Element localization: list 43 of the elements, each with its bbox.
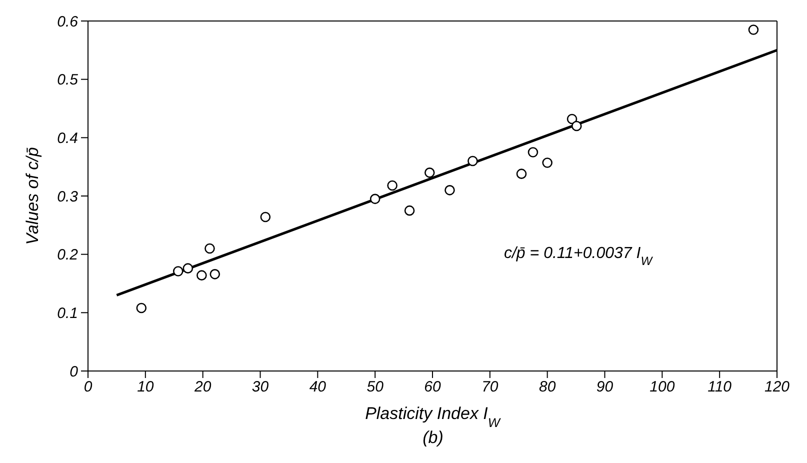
y-tick-label: 0.2 [57, 246, 79, 264]
y-tick-label: 0.1 [57, 304, 78, 322]
y-tick-label: 0.5 [57, 72, 79, 89]
y-tick-label: 0.6 [57, 13, 79, 30]
point [571, 120, 582, 132]
point [404, 205, 415, 216]
y-tick-label: 0.4 [57, 130, 78, 147]
y-tick-label: 0.3 [57, 188, 79, 206]
point [444, 185, 455, 196]
x-tick-label: 120 [764, 378, 790, 396]
point [542, 158, 552, 168]
x-tick-label: 90 [596, 378, 614, 396]
point [468, 156, 478, 166]
x-tick-label: 30 [252, 378, 270, 396]
point [370, 194, 380, 204]
point [136, 302, 147, 314]
x-tick-label: 40 [309, 378, 327, 396]
y-tick-label: 0 [70, 363, 79, 380]
point [196, 270, 207, 280]
point [172, 266, 184, 276]
point [748, 24, 759, 35]
x-tick-label: 20 [193, 378, 212, 396]
point [424, 168, 435, 178]
x-tick-label: 80 [538, 378, 556, 396]
point [260, 212, 271, 222]
x-tick-label: 50 [366, 378, 384, 396]
point [566, 114, 578, 124]
point [516, 168, 527, 179]
x-axis-title: Plasticity Index I$_{W}$ [365, 404, 502, 430]
x-tick-label: 100 [650, 378, 676, 396]
x-tick-label: 0 [84, 378, 93, 396]
point [528, 147, 538, 158]
x-tick-label: 70 [482, 378, 499, 396]
point [204, 243, 215, 254]
y-axis-title: Values of c/p̄ [23, 147, 42, 245]
text: (b) [422, 428, 444, 448]
x-tick-label: 60 [424, 378, 442, 396]
x-tick-label: 110 [708, 378, 732, 396]
point [387, 180, 398, 191]
annotation: c/p̄ = 0.11+0.0037 I$_{W}$ [504, 245, 654, 268]
x-tick-label: 10 [137, 378, 154, 396]
point [210, 269, 220, 280]
point [182, 263, 194, 274]
